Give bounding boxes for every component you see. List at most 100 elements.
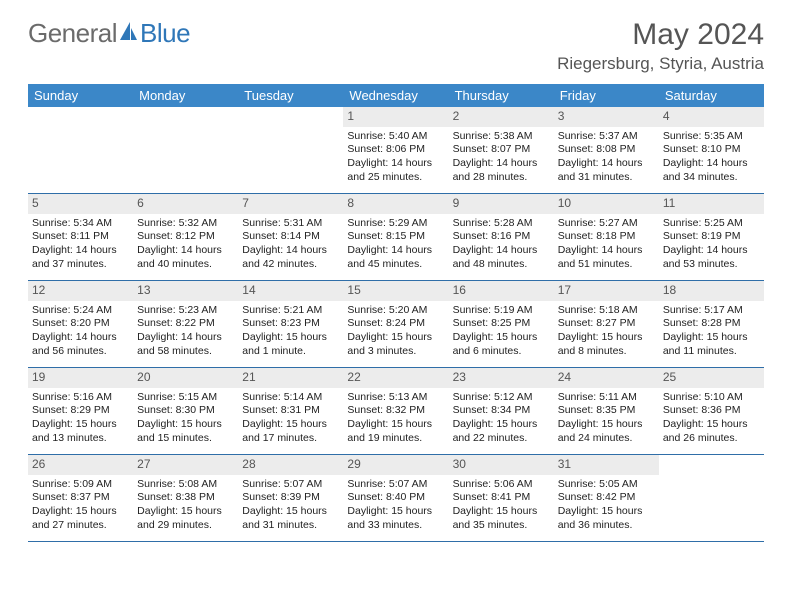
daylight-text: Daylight: 15 hours — [347, 331, 444, 345]
day-cell: 17Sunrise: 5:18 AMSunset: 8:27 PMDayligh… — [554, 281, 659, 367]
day-cell: 6Sunrise: 5:32 AMSunset: 8:12 PMDaylight… — [133, 194, 238, 280]
day-number: 4 — [659, 107, 764, 127]
day-number: 9 — [449, 194, 554, 214]
daylight-text: and 8 minutes. — [558, 345, 655, 359]
sunset-text: Sunset: 8:40 PM — [347, 491, 444, 505]
daylight-text: Daylight: 14 hours — [453, 244, 550, 258]
daylight-text: and 3 minutes. — [347, 345, 444, 359]
day-cell: 1Sunrise: 5:40 AMSunset: 8:06 PMDaylight… — [343, 107, 448, 193]
day-cell: 4Sunrise: 5:35 AMSunset: 8:10 PMDaylight… — [659, 107, 764, 193]
daylight-text: Daylight: 14 hours — [32, 244, 129, 258]
day-cell: 31Sunrise: 5:05 AMSunset: 8:42 PMDayligh… — [554, 455, 659, 541]
sunrise-text: Sunrise: 5:32 AM — [137, 217, 234, 231]
sunrise-text: Sunrise: 5:38 AM — [453, 130, 550, 144]
daylight-text: and 22 minutes. — [453, 432, 550, 446]
day-number: 26 — [28, 455, 133, 475]
sunset-text: Sunset: 8:18 PM — [558, 230, 655, 244]
sunrise-text: Sunrise: 5:23 AM — [137, 304, 234, 318]
calendar: SundayMondayTuesdayWednesdayThursdayFrid… — [28, 84, 764, 542]
sunset-text: Sunset: 8:07 PM — [453, 143, 550, 157]
sunrise-text: Sunrise: 5:12 AM — [453, 391, 550, 405]
sunrise-text: Sunrise: 5:37 AM — [558, 130, 655, 144]
daylight-text: Daylight: 15 hours — [242, 418, 339, 432]
day-number: 14 — [238, 281, 343, 301]
day-number: 11 — [659, 194, 764, 214]
daylight-text: and 31 minutes. — [242, 519, 339, 533]
weekday-header-row: SundayMondayTuesdayWednesdayThursdayFrid… — [28, 84, 764, 107]
day-cell — [659, 455, 764, 541]
logo-sail-icon — [118, 18, 138, 49]
sunrise-text: Sunrise: 5:14 AM — [242, 391, 339, 405]
sunrise-text: Sunrise: 5:29 AM — [347, 217, 444, 231]
daylight-text: Daylight: 15 hours — [558, 505, 655, 519]
day-cell: 9Sunrise: 5:28 AMSunset: 8:16 PMDaylight… — [449, 194, 554, 280]
daylight-text: Daylight: 14 hours — [453, 157, 550, 171]
location-label: Riegersburg, Styria, Austria — [557, 54, 764, 74]
day-cell: 24Sunrise: 5:11 AMSunset: 8:35 PMDayligh… — [554, 368, 659, 454]
day-cell: 30Sunrise: 5:06 AMSunset: 8:41 PMDayligh… — [449, 455, 554, 541]
sunset-text: Sunset: 8:11 PM — [32, 230, 129, 244]
daylight-text: Daylight: 14 hours — [137, 331, 234, 345]
sunset-text: Sunset: 8:22 PM — [137, 317, 234, 331]
sunset-text: Sunset: 8:27 PM — [558, 317, 655, 331]
day-number: 30 — [449, 455, 554, 475]
title-block: May 2024 Riegersburg, Styria, Austria — [557, 18, 764, 80]
day-cell: 7Sunrise: 5:31 AMSunset: 8:14 PMDaylight… — [238, 194, 343, 280]
sunset-text: Sunset: 8:28 PM — [663, 317, 760, 331]
sunset-text: Sunset: 8:20 PM — [32, 317, 129, 331]
sunset-text: Sunset: 8:12 PM — [137, 230, 234, 244]
daylight-text: and 36 minutes. — [558, 519, 655, 533]
day-number: 15 — [343, 281, 448, 301]
daylight-text: and 45 minutes. — [347, 258, 444, 272]
sunrise-text: Sunrise: 5:19 AM — [453, 304, 550, 318]
sunset-text: Sunset: 8:24 PM — [347, 317, 444, 331]
sunrise-text: Sunrise: 5:20 AM — [347, 304, 444, 318]
day-cell: 22Sunrise: 5:13 AMSunset: 8:32 PMDayligh… — [343, 368, 448, 454]
logo-text-1: General — [28, 18, 117, 49]
day-number: 10 — [554, 194, 659, 214]
daylight-text: Daylight: 15 hours — [32, 418, 129, 432]
sunset-text: Sunset: 8:41 PM — [453, 491, 550, 505]
day-number: 17 — [554, 281, 659, 301]
daylight-text: and 40 minutes. — [137, 258, 234, 272]
day-number: 16 — [449, 281, 554, 301]
day-number: 3 — [554, 107, 659, 127]
day-cell: 21Sunrise: 5:14 AMSunset: 8:31 PMDayligh… — [238, 368, 343, 454]
sunset-text: Sunset: 8:10 PM — [663, 143, 760, 157]
sunrise-text: Sunrise: 5:31 AM — [242, 217, 339, 231]
sunrise-text: Sunrise: 5:09 AM — [32, 478, 129, 492]
day-cell: 11Sunrise: 5:25 AMSunset: 8:19 PMDayligh… — [659, 194, 764, 280]
week-row: 19Sunrise: 5:16 AMSunset: 8:29 PMDayligh… — [28, 368, 764, 455]
weekday-header: Thursday — [449, 84, 554, 107]
day-number: 25 — [659, 368, 764, 388]
sunrise-text: Sunrise: 5:40 AM — [347, 130, 444, 144]
weekday-header: Wednesday — [343, 84, 448, 107]
daylight-text: Daylight: 14 hours — [558, 244, 655, 258]
sunrise-text: Sunrise: 5:17 AM — [663, 304, 760, 318]
day-number: 24 — [554, 368, 659, 388]
daylight-text: and 26 minutes. — [663, 432, 760, 446]
day-cell: 10Sunrise: 5:27 AMSunset: 8:18 PMDayligh… — [554, 194, 659, 280]
sunset-text: Sunset: 8:31 PM — [242, 404, 339, 418]
sunset-text: Sunset: 8:32 PM — [347, 404, 444, 418]
day-cell: 28Sunrise: 5:07 AMSunset: 8:39 PMDayligh… — [238, 455, 343, 541]
sunset-text: Sunset: 8:06 PM — [347, 143, 444, 157]
weekday-header: Sunday — [28, 84, 133, 107]
daylight-text: and 58 minutes. — [137, 345, 234, 359]
sunset-text: Sunset: 8:16 PM — [453, 230, 550, 244]
daylight-text: Daylight: 15 hours — [663, 418, 760, 432]
day-cell — [238, 107, 343, 193]
daylight-text: and 29 minutes. — [137, 519, 234, 533]
sunrise-text: Sunrise: 5:16 AM — [32, 391, 129, 405]
daylight-text: Daylight: 15 hours — [137, 505, 234, 519]
day-number: 1 — [343, 107, 448, 127]
day-number: 18 — [659, 281, 764, 301]
daylight-text: and 27 minutes. — [32, 519, 129, 533]
day-number: 20 — [133, 368, 238, 388]
daylight-text: and 28 minutes. — [453, 171, 550, 185]
daylight-text: and 56 minutes. — [32, 345, 129, 359]
sunrise-text: Sunrise: 5:07 AM — [347, 478, 444, 492]
daylight-text: Daylight: 15 hours — [347, 418, 444, 432]
sunset-text: Sunset: 8:15 PM — [347, 230, 444, 244]
daylight-text: Daylight: 14 hours — [242, 244, 339, 258]
